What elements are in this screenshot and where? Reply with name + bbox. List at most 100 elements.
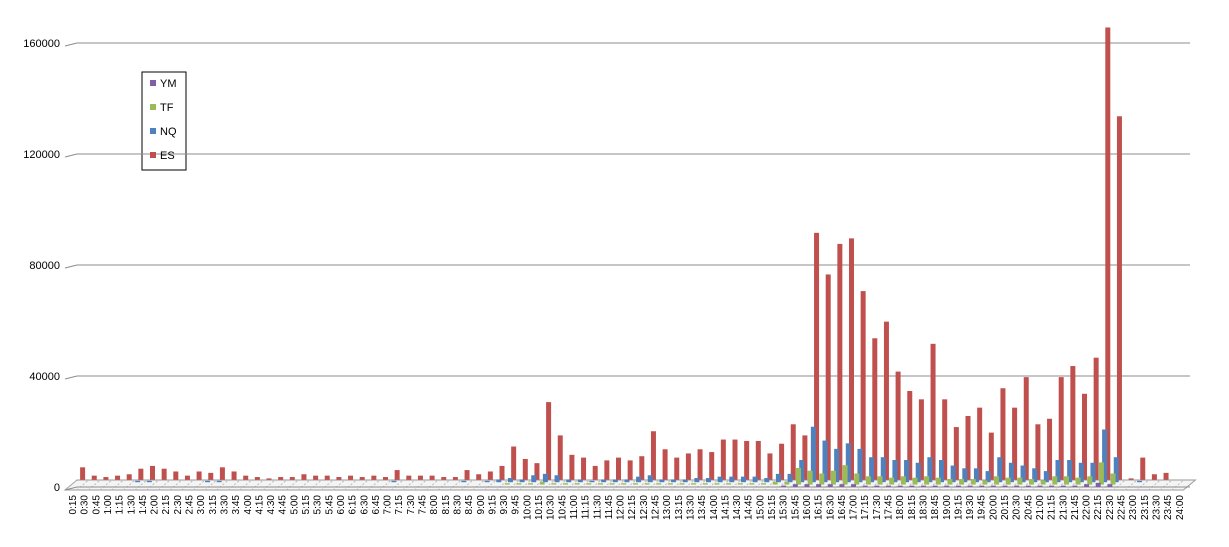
x-tick-label: 9:00 [476,495,487,515]
bar [219,467,225,480]
floor-line [472,479,486,491]
bar [729,476,735,483]
bar [880,457,886,483]
floor-line [519,479,532,491]
bar [636,476,642,483]
bar [231,471,237,480]
bar [967,485,973,487]
bar [970,479,976,485]
bar [761,483,767,485]
bar [592,465,598,480]
floor-line [588,479,602,491]
bar [461,480,467,483]
bar [1113,457,1119,483]
bar [1052,476,1058,485]
bar [150,465,155,480]
floor-line [1124,479,1138,491]
bar [947,479,953,485]
bar [581,457,587,480]
bar [208,472,214,480]
bar [650,431,656,480]
legend-label: YM [160,78,177,90]
floor-line [623,479,637,491]
bar [1070,366,1076,480]
x-tick-label: 18:00 [895,495,906,520]
bar [138,468,144,480]
bar [1075,477,1081,485]
floor-line [402,479,416,491]
x-tick-label: 22:15 [1093,495,1104,520]
bar [534,463,540,480]
floor-line [775,479,788,491]
floor-line [1148,479,1161,491]
x-tick-label: 10:30 [546,495,557,520]
bar [394,470,400,480]
floor-line [239,479,253,491]
grid-tick [64,42,78,47]
x-tick-label: 13:45 [697,495,708,520]
bar [135,480,141,483]
bar [1107,484,1113,487]
floor-line [355,479,369,491]
x-tick-label: 16:00 [802,495,813,520]
bar [1137,480,1143,483]
bar [944,485,950,487]
bar [429,475,435,480]
bar [569,454,575,480]
bar [161,468,167,480]
bar [484,480,490,483]
bar [1025,485,1031,487]
x-tick-label: 17:00 [849,495,860,520]
bar [115,475,121,480]
bar [539,481,545,485]
bar [441,477,447,480]
floor-line [251,479,264,491]
bar [1055,460,1061,483]
bar [609,483,615,485]
x-tick-label: 3:45 [231,495,242,515]
x-tick-label: 11:45 [604,495,615,520]
bar [348,475,354,480]
y-tick-label: 80000 [29,260,60,272]
bar [563,483,568,485]
bar [371,475,377,480]
x-tick-label: 23:30 [1151,495,1162,520]
bar [1102,429,1108,483]
bar [772,481,778,485]
x-tick-label: 10:15 [534,495,545,520]
x-tick-label: 12:15 [627,495,638,520]
bar [507,478,513,483]
x-tick-label: 9:45 [511,495,522,515]
bar [988,432,994,480]
bar [895,371,901,480]
y-tick-label: 0 [54,482,60,494]
bar [1023,377,1029,480]
x-tick-label: 8:00 [429,495,440,515]
floor-line [495,479,509,491]
bar [994,476,1000,485]
bar [519,479,525,483]
bar [499,465,505,480]
floor-line [390,479,404,491]
bar [862,485,868,487]
bar [1020,465,1026,483]
bar [935,477,941,485]
x-tick-label: 22:00 [1082,495,1093,520]
bar [1058,377,1064,480]
floor-line [344,479,357,491]
bar [714,483,720,485]
bar [790,424,796,480]
y-tick-label: 120000 [23,149,60,161]
bar [849,238,854,480]
bar [324,475,330,480]
bar [904,460,910,483]
bar [1095,482,1101,487]
bar [1012,407,1018,480]
x-tick-label: 2:45 [185,495,196,515]
bar [990,485,996,487]
bar [822,440,828,483]
x-tick-label: 2:30 [173,495,184,515]
x-tick-label: 9:30 [499,495,510,515]
x-tick-label: 19:30 [965,495,976,520]
bar [997,457,1003,483]
